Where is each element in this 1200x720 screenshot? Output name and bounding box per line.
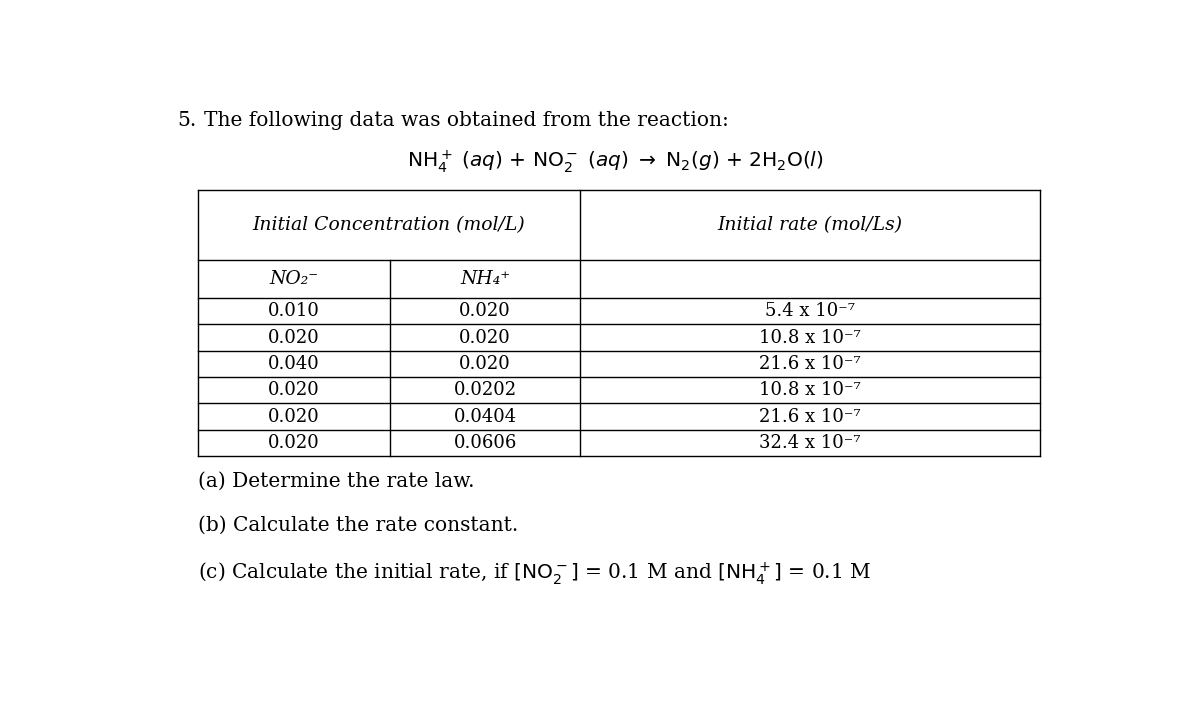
- Text: 0.0202: 0.0202: [454, 381, 517, 399]
- Text: 0.020: 0.020: [269, 408, 320, 426]
- Text: (c) Calculate the initial rate, if $[\mathrm{NO_2^-}]$ = 0.1 M and $[\mathrm{NH_: (c) Calculate the initial rate, if $[\ma…: [198, 560, 871, 587]
- Text: 0.010: 0.010: [269, 302, 320, 320]
- Text: (a) Determine the rate law.: (a) Determine the rate law.: [198, 472, 474, 490]
- Text: 0.020: 0.020: [269, 381, 320, 399]
- Text: Initial rate (mol/Ls): Initial rate (mol/Ls): [718, 216, 902, 234]
- Text: 0.020: 0.020: [269, 328, 320, 346]
- Text: 5.4 x 10⁻⁷: 5.4 x 10⁻⁷: [764, 302, 854, 320]
- Text: 0.020: 0.020: [269, 434, 320, 452]
- Text: 0.020: 0.020: [460, 355, 511, 373]
- Text: Initial Concentration (mol/L): Initial Concentration (mol/L): [253, 216, 526, 234]
- Text: $\mathrm{NH_4^+}$ $\mathit{(aq)}$ + $\mathrm{NO_2^-}$ $\mathit{(aq)}$ $\rightarr: $\mathrm{NH_4^+}$ $\mathit{(aq)}$ + $\ma…: [407, 148, 823, 175]
- Text: 21.6 x 10⁻⁷: 21.6 x 10⁻⁷: [760, 355, 860, 373]
- Text: NH₄⁺: NH₄⁺: [460, 270, 510, 288]
- Text: 32.4 x 10⁻⁷: 32.4 x 10⁻⁷: [760, 434, 860, 452]
- Text: NO₂⁻: NO₂⁻: [270, 270, 319, 288]
- Text: 21.6 x 10⁻⁷: 21.6 x 10⁻⁷: [760, 408, 860, 426]
- Text: 0.0606: 0.0606: [454, 434, 517, 452]
- Text: (b) Calculate the rate constant.: (b) Calculate the rate constant.: [198, 516, 518, 535]
- Text: 0.020: 0.020: [460, 328, 511, 346]
- Text: 0.0404: 0.0404: [454, 408, 517, 426]
- Text: 0.040: 0.040: [269, 355, 320, 373]
- Text: 10.8 x 10⁻⁷: 10.8 x 10⁻⁷: [760, 381, 860, 399]
- Text: 10.8 x 10⁻⁷: 10.8 x 10⁻⁷: [760, 328, 860, 346]
- Text: The following data was obtained from the reaction:: The following data was obtained from the…: [204, 111, 730, 130]
- Text: 0.020: 0.020: [460, 302, 511, 320]
- Text: 5.: 5.: [178, 111, 197, 130]
